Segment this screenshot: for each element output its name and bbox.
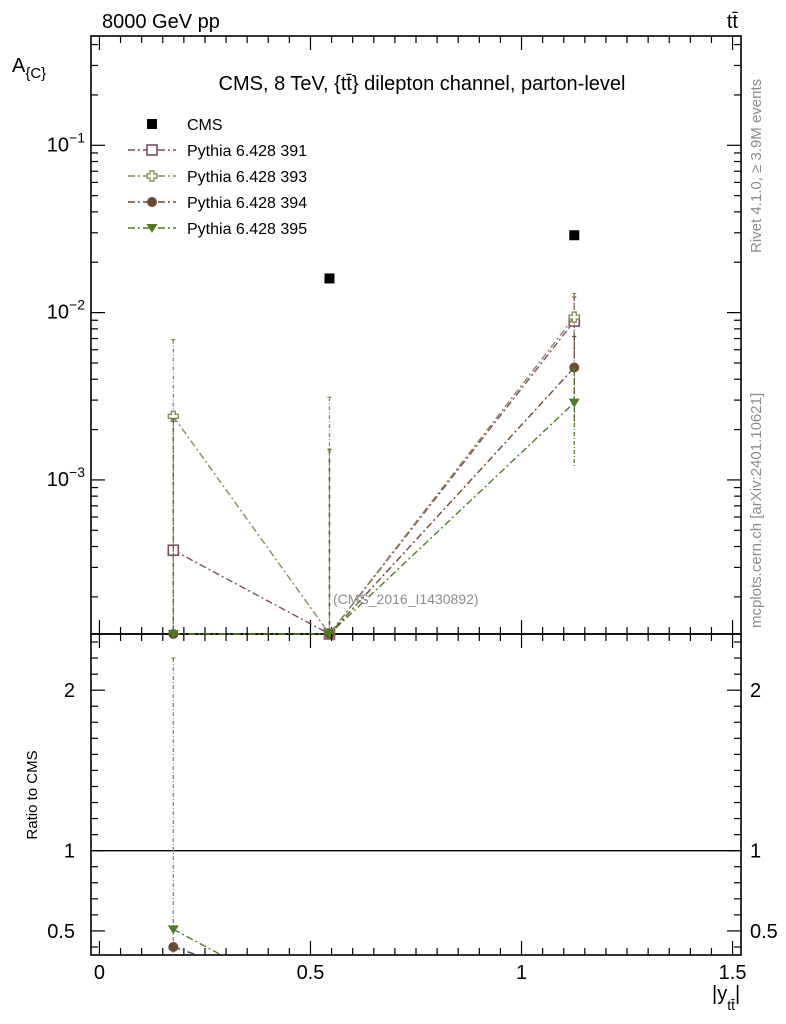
legend-marker [146,170,158,182]
main-y-tick-label: 10−2 [47,297,85,324]
legend: CMS Pythia 6.428 391 Pythia 6.428 393 Pythi… [128,117,307,238]
main-series-layer [167,230,581,640]
ratio-y-tick-label-right: 1 [750,841,761,863]
chart-title: CMS, 8 TeV, {tt̄} dilepton channel, part… [219,73,626,95]
data-point [569,362,580,373]
main-y-tick-label: 10−3 [47,464,85,491]
x-tick-label: 1.5 [719,962,747,984]
main-y-axis-label-sub: {C} [25,65,46,82]
legend-entry-label: Pythia 6.428 391 [187,143,307,160]
legend-entry-label: Pythia 6.428 394 [187,195,307,212]
x-tick-label: 0 [94,962,105,984]
data-point [323,630,335,639]
ratio-y-tick-label-right: 0.5 [750,921,778,943]
data-point [167,410,180,423]
legend-entry-label: CMS [187,117,223,134]
ratio-y-tick-label-right: 2 [750,680,761,702]
mcplots-reference-label: mcplots.cern.ch [arXiv:2401.10621] [748,393,765,628]
ratio-series-line [172,928,222,956]
ratio-series-layer [167,657,222,956]
header-right-label: tt̄ [727,11,739,33]
data-point [568,398,580,408]
series-line-1 [172,320,575,635]
ratio-y-tick-label: 2 [64,680,75,702]
data-point [568,311,580,323]
x-tick-label: 0.5 [297,962,325,984]
main-y-tick-label: 10−1 [47,129,85,156]
main-y-axis-label: A{C} [12,55,46,82]
ratio-panel-frame [90,633,742,956]
legend-entry-label: Pythia 6.428 393 [187,169,307,186]
analysis-watermark: (CMS_2016_I1430892) [333,591,479,607]
main-y-tick-exponent: −1 [69,129,85,145]
data-point [167,630,179,639]
main-y-tick-exponent: −2 [69,297,85,313]
ratio-y-axis-label: Ratio to CMS [24,750,41,839]
header-left-label: 8000 GeV pp [102,11,220,33]
x-axis-label-sub: tt̄ [727,997,735,1013]
legend-marker [147,197,157,207]
legend-marker [147,119,157,129]
ratio-data-point [168,941,179,952]
legend-entry-label: Pythia 6.428 395 [187,221,307,238]
x-axis-label: |ytt̄| [712,983,740,1013]
legend-marker [146,144,158,156]
ratio-axis-ticks: 0.5 0.5 1 1 2 2 0 0.5 1 1.5 [47,634,778,984]
data-point [324,273,335,284]
x-tick-label: 1 [516,962,527,984]
ratio-data-point [167,925,179,935]
rivet-version-label: Rivet 4.1.0, ≥ 3.9M events [748,79,765,253]
legend-marker [146,224,158,233]
data-point [569,230,580,241]
main-y-tick-exponent: −3 [69,464,85,480]
ratio-y-tick-label: 0.5 [47,921,75,943]
ratio-y-tick-label: 1 [64,841,75,863]
